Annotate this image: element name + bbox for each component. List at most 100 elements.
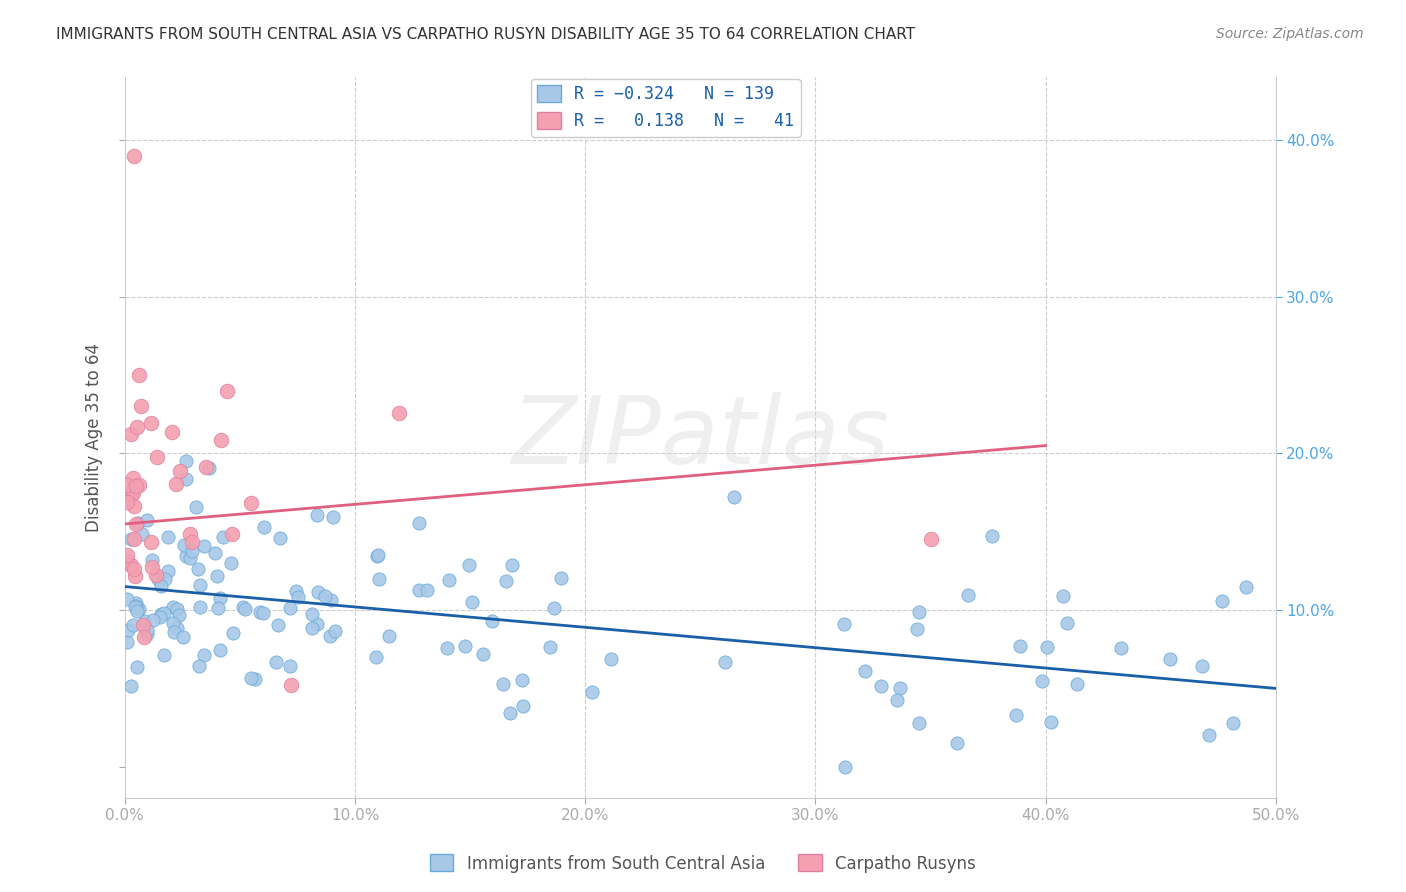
Point bbox=[1066, 676, 1088, 690]
Point bbox=[132, 617, 155, 632]
Point bbox=[252, 606, 274, 620]
Point bbox=[538, 640, 561, 654]
Point bbox=[240, 671, 263, 685]
Point bbox=[121, 618, 143, 632]
Point bbox=[162, 615, 184, 630]
Point bbox=[415, 583, 437, 598]
Point bbox=[1039, 715, 1062, 730]
Point bbox=[908, 715, 931, 730]
Y-axis label: Disability Age 35 to 64: Disability Age 35 to 64 bbox=[86, 343, 103, 533]
Point bbox=[131, 526, 153, 541]
Point bbox=[1052, 590, 1074, 604]
Point bbox=[115, 554, 138, 568]
Point bbox=[129, 400, 152, 414]
Point bbox=[115, 487, 138, 501]
Point bbox=[307, 508, 329, 523]
Point bbox=[120, 532, 142, 546]
Point bbox=[439, 573, 461, 587]
Point bbox=[115, 495, 138, 509]
Point bbox=[212, 530, 235, 544]
Point bbox=[122, 532, 145, 546]
Point bbox=[723, 490, 745, 504]
Point bbox=[166, 621, 188, 635]
Point bbox=[253, 520, 276, 534]
Point bbox=[165, 477, 187, 491]
Legend: Immigrants from South Central Asia, Carpatho Rusyns: Immigrants from South Central Asia, Carp… bbox=[423, 847, 983, 880]
Text: ZIPatlas: ZIPatlas bbox=[512, 392, 889, 483]
Point bbox=[207, 601, 229, 615]
Point bbox=[115, 478, 138, 492]
Point bbox=[181, 535, 204, 549]
Point bbox=[134, 614, 156, 628]
Point bbox=[142, 613, 165, 627]
Point bbox=[136, 513, 159, 527]
Point bbox=[461, 595, 484, 609]
Point bbox=[188, 600, 211, 615]
Point bbox=[834, 616, 856, 631]
Point bbox=[1005, 707, 1028, 722]
Point bbox=[319, 628, 342, 642]
Point bbox=[115, 635, 138, 649]
Point bbox=[115, 592, 138, 607]
Point bbox=[135, 624, 157, 638]
Point bbox=[134, 630, 156, 644]
Point bbox=[193, 539, 215, 553]
Point bbox=[117, 487, 139, 501]
Point bbox=[870, 679, 893, 693]
Point bbox=[122, 500, 145, 514]
Point bbox=[122, 149, 145, 163]
Point bbox=[120, 558, 142, 572]
Point bbox=[1031, 674, 1053, 689]
Point bbox=[160, 425, 183, 439]
Point bbox=[946, 736, 969, 750]
Point bbox=[1198, 728, 1220, 742]
Point bbox=[156, 564, 179, 578]
Point bbox=[232, 600, 254, 615]
Point bbox=[122, 477, 145, 491]
Point bbox=[180, 543, 202, 558]
Point bbox=[543, 601, 565, 615]
Point bbox=[366, 649, 388, 664]
Point bbox=[179, 550, 201, 565]
Point bbox=[1109, 640, 1132, 655]
Point bbox=[408, 516, 430, 531]
Point bbox=[886, 693, 908, 707]
Point bbox=[280, 678, 302, 692]
Point bbox=[512, 699, 534, 714]
Point bbox=[121, 486, 143, 500]
Point bbox=[146, 572, 169, 586]
Point bbox=[124, 596, 146, 610]
Point bbox=[176, 454, 198, 468]
Point bbox=[125, 419, 148, 434]
Point bbox=[120, 679, 142, 693]
Point bbox=[222, 625, 245, 640]
Point bbox=[139, 534, 162, 549]
Point bbox=[1222, 716, 1244, 731]
Point bbox=[215, 384, 238, 398]
Point bbox=[388, 406, 411, 420]
Point bbox=[492, 677, 515, 691]
Point bbox=[1056, 616, 1078, 631]
Point bbox=[187, 659, 209, 673]
Point bbox=[243, 673, 266, 687]
Point bbox=[135, 626, 157, 640]
Point bbox=[600, 652, 623, 666]
Point bbox=[1159, 651, 1181, 665]
Point bbox=[956, 588, 979, 602]
Point bbox=[301, 621, 323, 635]
Point bbox=[117, 623, 139, 637]
Point bbox=[150, 607, 173, 621]
Point bbox=[550, 571, 572, 585]
Point bbox=[481, 614, 503, 628]
Point bbox=[184, 500, 207, 514]
Legend: R = −0.324   N = 139, R =   0.138   N =   41: R = −0.324 N = 139, R = 0.138 N = 41 bbox=[531, 78, 801, 136]
Point bbox=[1191, 659, 1213, 673]
Point bbox=[278, 600, 301, 615]
Point bbox=[305, 616, 328, 631]
Point bbox=[367, 548, 389, 562]
Point bbox=[240, 496, 263, 510]
Point bbox=[125, 516, 148, 531]
Point bbox=[453, 640, 475, 654]
Point bbox=[120, 426, 142, 441]
Point bbox=[128, 477, 150, 491]
